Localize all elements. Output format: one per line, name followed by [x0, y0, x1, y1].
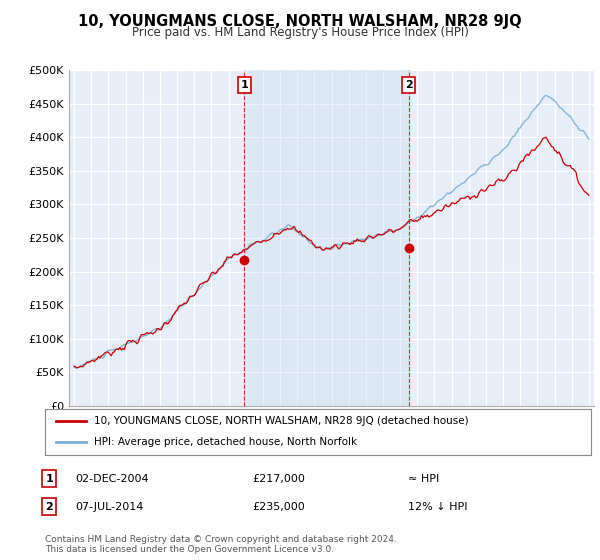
Text: Price paid vs. HM Land Registry's House Price Index (HPI): Price paid vs. HM Land Registry's House … — [131, 26, 469, 39]
Text: £235,000: £235,000 — [252, 502, 305, 512]
Text: 2: 2 — [405, 80, 413, 90]
Text: HPI: Average price, detached house, North Norfolk: HPI: Average price, detached house, Nort… — [94, 437, 357, 447]
Text: Contains HM Land Registry data © Crown copyright and database right 2024.
This d: Contains HM Land Registry data © Crown c… — [45, 535, 397, 554]
Text: 10, YOUNGMANS CLOSE, NORTH WALSHAM, NR28 9JQ (detached house): 10, YOUNGMANS CLOSE, NORTH WALSHAM, NR28… — [94, 416, 469, 426]
Text: 12% ↓ HPI: 12% ↓ HPI — [408, 502, 467, 512]
Text: 2: 2 — [46, 502, 53, 512]
Text: £217,000: £217,000 — [252, 474, 305, 484]
Bar — [244, 70, 409, 406]
Text: 10, YOUNGMANS CLOSE, NORTH WALSHAM, NR28 9JQ: 10, YOUNGMANS CLOSE, NORTH WALSHAM, NR28… — [78, 14, 522, 29]
Text: 07-JUL-2014: 07-JUL-2014 — [75, 502, 143, 512]
Text: 1: 1 — [46, 474, 53, 484]
Text: 1: 1 — [241, 80, 248, 90]
Text: 02-DEC-2004: 02-DEC-2004 — [75, 474, 149, 484]
Text: ≈ HPI: ≈ HPI — [408, 474, 439, 484]
